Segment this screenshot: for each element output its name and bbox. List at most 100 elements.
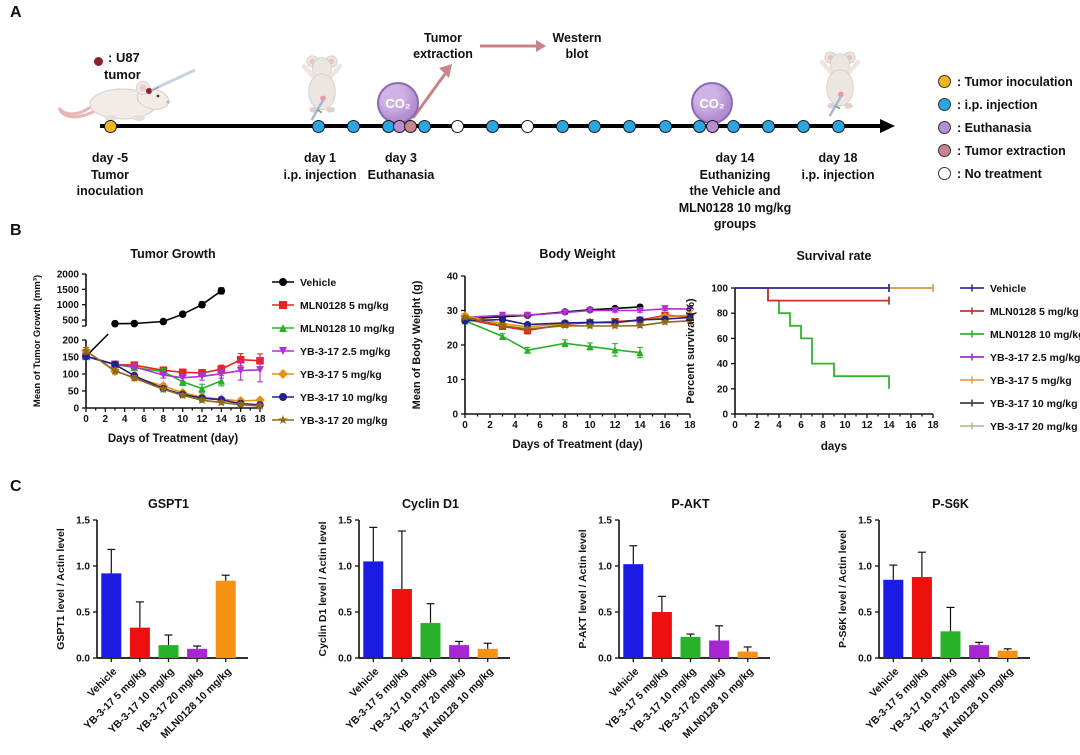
svg-text:16: 16 (905, 420, 917, 431)
svg-text:1500: 1500 (57, 285, 80, 296)
svg-text:1.0: 1.0 (858, 562, 872, 573)
u87-label: : U87 (108, 50, 140, 65)
svg-text:6: 6 (537, 420, 543, 431)
svg-text:12: 12 (609, 420, 621, 431)
svg-text:10: 10 (584, 420, 596, 431)
timeline-dot-none (520, 119, 534, 133)
cyclin-d1-chart: Cyclin D1 Cyclin D1 level / Actin level 0.… (312, 490, 570, 752)
legend-injection-dot-icon (938, 98, 951, 111)
timeline-dot-injection (761, 119, 775, 133)
svg-text:50: 50 (68, 387, 80, 398)
timeline-dot-injection (658, 119, 672, 133)
timeline-dot-injection (622, 119, 636, 133)
svg-text:Vehicle: Vehicle (990, 283, 1026, 295)
svg-text:YB-3-17 20 mg/kg: YB-3-17 20 mg/kg (990, 421, 1078, 433)
svg-text:2: 2 (487, 420, 493, 431)
svg-text:4: 4 (776, 420, 782, 431)
svg-text:40: 40 (447, 272, 459, 283)
gspt1-chart: GSPT1 GSPT1 level / Actin level 0.0 0.5 1.0 1… (50, 490, 308, 752)
svg-text:150: 150 (62, 353, 79, 364)
svg-text:14: 14 (216, 414, 228, 425)
svg-text:YB-3-17 2.5 mg/kg: YB-3-17 2.5 mg/kg (300, 346, 390, 358)
svg-text:500: 500 (62, 316, 79, 327)
svg-text:60: 60 (717, 334, 729, 345)
legend-label: : No treatment (957, 166, 1042, 181)
legend-extraction-dot-icon (938, 144, 951, 157)
svg-text:P-S6K level / Actin level: P-S6K level / Actin level (837, 530, 849, 648)
svg-text:0.5: 0.5 (338, 608, 352, 619)
timeline-dot-injection (726, 119, 740, 133)
svg-text:0.0: 0.0 (76, 654, 90, 665)
svg-text:1.0: 1.0 (76, 562, 90, 573)
tumor-extraction-label: Tumor extraction (413, 31, 473, 62)
timeline-dot-injection (311, 119, 325, 133)
svg-text:0: 0 (462, 420, 468, 431)
svg-text:1.5: 1.5 (76, 516, 90, 527)
tumor-growth-chart-svg: Tumor Growth Mean of Tumor Growth (mm³) 50… (32, 247, 395, 445)
svg-text:8: 8 (820, 420, 826, 431)
western-blot-arrow-icon (480, 40, 546, 52)
svg-text:4: 4 (512, 420, 518, 431)
svg-text:YB-3-17 5 mg/kg: YB-3-17 5 mg/kg (990, 375, 1072, 387)
svg-text:P-S6K: P-S6K (932, 497, 969, 511)
svg-text:6: 6 (141, 414, 147, 425)
cyclin-d1-chart-svg: Cyclin D1 Cyclin D1 level / Actin level 0.… (317, 497, 510, 741)
svg-text:Survival rate: Survival rate (796, 249, 871, 263)
svg-text:2: 2 (103, 414, 109, 425)
timeline-legend-item: : Euthanasia (938, 116, 1073, 139)
svg-text:12: 12 (196, 414, 208, 425)
panel-b-label: B (10, 222, 22, 239)
timeline-dot-injection (485, 119, 499, 133)
svg-text:1.5: 1.5 (338, 516, 352, 527)
svg-text:Cyclin D1: Cyclin D1 (402, 497, 459, 511)
legend-euthanasia-dot-icon (938, 121, 951, 134)
panel-a-label: A (10, 4, 22, 21)
svg-text:0.0: 0.0 (338, 654, 352, 665)
svg-text:Mean of Tumor Growth (mm³): Mean of Tumor Growth (mm³) (32, 275, 43, 407)
svg-text:2: 2 (754, 420, 760, 431)
svg-text:0.5: 0.5 (76, 608, 90, 619)
svg-text:14: 14 (634, 420, 646, 431)
timeline-legend-item: : Tumor extraction (938, 139, 1073, 162)
svg-text:P-AKT level / Actin level: P-AKT level / Actin level (577, 529, 589, 648)
svg-text:days: days (821, 441, 847, 453)
svg-text:Days of Treatment (day): Days of Treatment (day) (512, 439, 643, 451)
svg-text:Tumor Growth: Tumor Growth (130, 247, 215, 261)
timeline-dot-euthanasia (705, 119, 719, 133)
tumor-extraction-arrow-icon (411, 64, 452, 119)
svg-text:Percent survival (%): Percent survival (%) (685, 298, 697, 403)
timeline-dot-extraction (403, 119, 417, 133)
svg-text:0.5: 0.5 (598, 608, 612, 619)
timeline-event-label: day 1 i.p. injection (283, 151, 357, 182)
survival-chart: Survival rate Percent survival (%) 0 20 40 60… (678, 236, 1080, 476)
svg-text:0.0: 0.0 (598, 654, 612, 665)
svg-text:1.0: 1.0 (598, 562, 612, 573)
svg-text:MLN0128 5 mg/kg: MLN0128 5 mg/kg (990, 306, 1079, 318)
timeline-legend-item: : No treatment (938, 162, 1073, 185)
svg-text:0: 0 (73, 404, 79, 415)
co2-badge-day14: CO₂ (691, 82, 733, 124)
legend-label: : Tumor inoculation (957, 74, 1073, 89)
timeline-event-label: day 14 Euthanizing the Vehicle and MLN0128 … (678, 151, 792, 231)
svg-text:P-AKT: P-AKT (671, 497, 710, 511)
svg-text:YB-3-17 10 mg/kg: YB-3-17 10 mg/kg (300, 392, 388, 404)
svg-text:Body Weight: Body Weight (539, 247, 616, 261)
svg-text:Cyclin D1 level / Actin level: Cyclin D1 level / Actin level (317, 521, 329, 656)
svg-text:0: 0 (722, 410, 728, 421)
svg-text:0.0: 0.0 (858, 654, 872, 665)
svg-text:Mean of Body Weight (g): Mean of Body Weight (g) (411, 280, 423, 409)
svg-text:12: 12 (861, 420, 873, 431)
svg-text:Days of Treatment (day): Days of Treatment (day) (108, 433, 239, 445)
p-akt-chart-svg: P-AKT P-AKT level / Actin level 0.0 0.5 1.0 1… (577, 497, 770, 741)
svg-text:16: 16 (235, 414, 247, 425)
timeline-legend-item: : i.p. injection (938, 93, 1073, 116)
svg-text:MLN0128 10 mg/kg: MLN0128 10 mg/kg (990, 329, 1080, 341)
timeline-dot-inoculation (103, 119, 117, 133)
svg-text:4: 4 (122, 414, 128, 425)
svg-text:GSPT1 level / Actin level: GSPT1 level / Actin level (55, 528, 67, 650)
gspt1-chart-svg: GSPT1 GSPT1 level / Actin level 0.0 0.5 1.0 1… (55, 497, 248, 741)
timeline-arrowhead-icon (880, 119, 895, 133)
svg-text:0: 0 (732, 420, 738, 431)
